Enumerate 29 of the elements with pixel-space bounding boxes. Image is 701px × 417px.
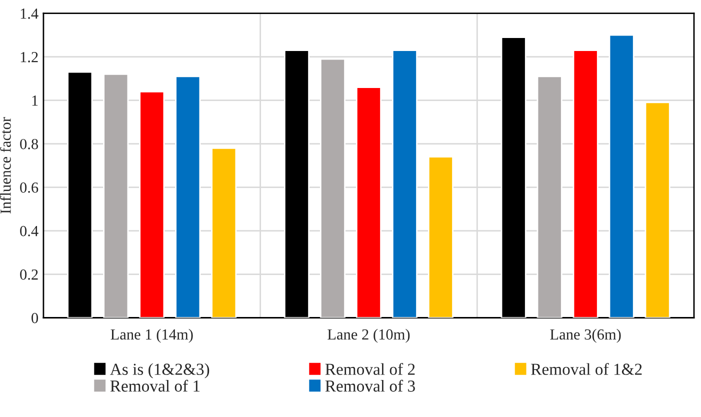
bar	[103, 74, 129, 318]
legend-label: Removal of 2	[325, 363, 415, 375]
y-tick-label: 1.4	[20, 8, 38, 19]
bar	[572, 50, 598, 318]
y-tick-label: 0.4	[20, 226, 38, 236]
legend-label: As is (1&2&3)	[110, 363, 210, 378]
legend-label: Removal of 1&2	[531, 363, 642, 375]
legend-label: Removal of 1	[110, 380, 200, 392]
bar	[175, 76, 201, 318]
bar	[139, 90, 165, 318]
bar	[392, 50, 418, 318]
x-tick-label: Lane 1 (14m)	[110, 328, 193, 343]
y-tick-label: 0.6	[20, 182, 38, 193]
y-tick-label: 0.8	[20, 138, 38, 150]
y-axis-title: Influence factor	[0, 117, 11, 214]
y-tick-label: 1.2	[20, 52, 38, 62]
bar	[356, 86, 382, 318]
x-tick-label: Lane 3(6m)	[550, 328, 621, 343]
bar	[608, 34, 634, 318]
y-tick-label: 0	[32, 312, 38, 324]
bar	[211, 147, 237, 318]
bar	[428, 156, 454, 318]
legend-label: Removal of 3	[325, 380, 415, 392]
bar	[644, 102, 670, 318]
bar	[320, 58, 346, 318]
x-tick-label: Lane 2 (10m)	[328, 328, 410, 343]
y-tick-label: 1	[32, 96, 38, 106]
bar	[536, 76, 562, 318]
y-tick-label: 0.2	[20, 269, 38, 280]
